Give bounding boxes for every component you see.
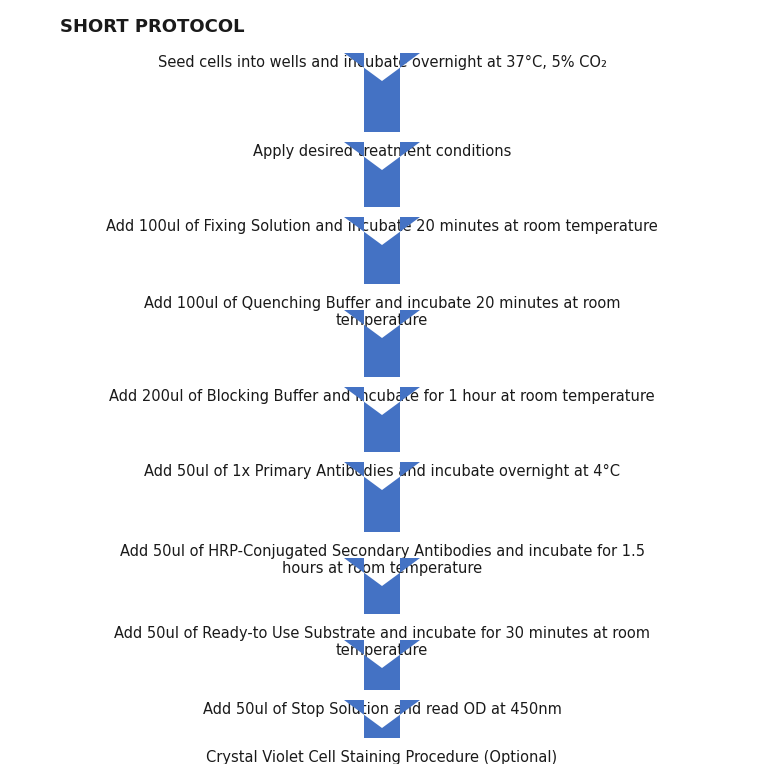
Polygon shape [344,640,420,690]
Polygon shape [344,217,420,284]
Polygon shape [344,462,420,532]
Text: SHORT PROTOCOL: SHORT PROTOCOL [60,18,244,36]
Polygon shape [344,142,420,207]
Text: Add 100ul of Quenching Buffer and incubate 20 minutes at room
temperature: Add 100ul of Quenching Buffer and incuba… [144,296,620,329]
Text: Add 100ul of Fixing Solution and incubate 20 minutes at room temperature: Add 100ul of Fixing Solution and incubat… [106,219,658,234]
Polygon shape [344,558,420,614]
Text: Crystal Violet Cell Staining Procedure (Optional): Crystal Violet Cell Staining Procedure (… [206,750,558,764]
Text: Add 50ul of Stop Solution and read OD at 450nm: Add 50ul of Stop Solution and read OD at… [202,702,562,717]
Polygon shape [344,700,420,738]
Text: Apply desired treatment conditions: Apply desired treatment conditions [253,144,511,159]
Text: Add 200ul of Blocking Buffer and incubate for 1 hour at room temperature: Add 200ul of Blocking Buffer and incubat… [109,389,655,404]
Polygon shape [344,53,420,132]
Polygon shape [344,387,420,452]
Text: Add 50ul of HRP-Conjugated Secondary Antibodies and incubate for 1.5
hours at ro: Add 50ul of HRP-Conjugated Secondary Ant… [119,544,645,576]
Text: Seed cells into wells and incubate overnight at 37°C, 5% CO₂: Seed cells into wells and incubate overn… [157,55,607,70]
Text: Add 50ul of 1x Primary Antibodies and incubate overnight at 4°C: Add 50ul of 1x Primary Antibodies and in… [144,464,620,479]
Polygon shape [344,310,420,377]
Text: Add 50ul of Ready-to Use Substrate and incubate for 30 minutes at room
temperatu: Add 50ul of Ready-to Use Substrate and i… [114,626,650,659]
